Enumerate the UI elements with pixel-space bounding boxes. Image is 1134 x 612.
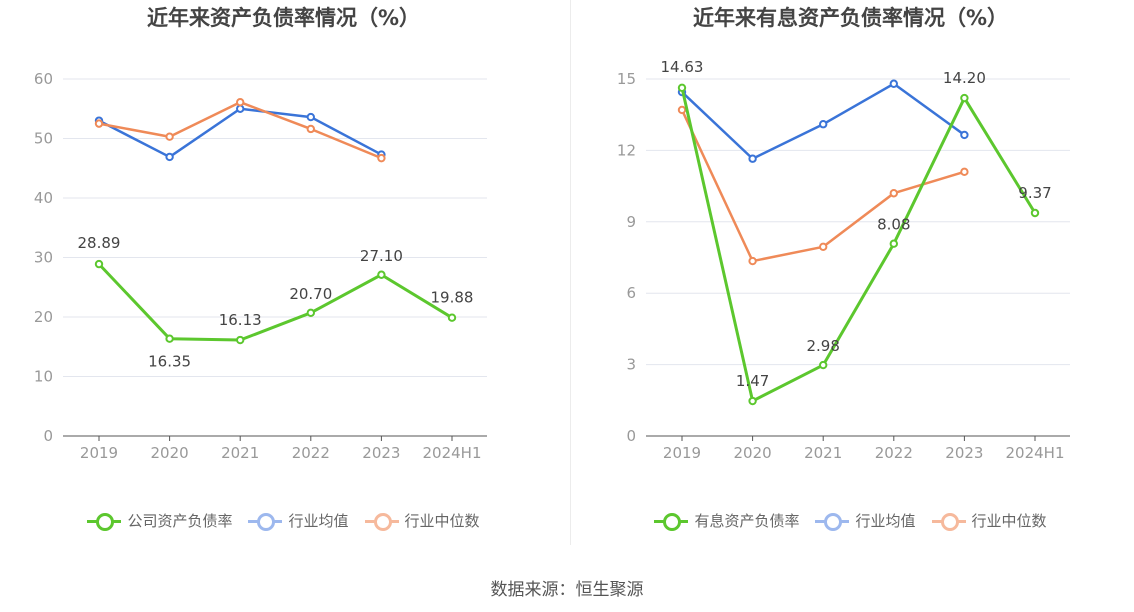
series-line [98,107,382,159]
x-tick-label: 2021 [804,444,842,462]
data-point [306,124,315,134]
chart-title: 近年来有息资产负债率情况（%） [692,6,1009,30]
legend-item-industry-median[interactable]: 行业中位数 [931,510,1047,531]
data-point [677,83,687,93]
data-point [748,154,757,163]
x-tick-label: 2024H1 [1006,444,1065,462]
data-point [236,98,245,107]
legend: 有息资产负债率 行业均值 行业中位数 [567,510,1134,531]
data-label: 28.89 [78,234,121,252]
x-tick-label: 2024H1 [423,444,482,462]
x-tick-label: 2019 [663,444,701,462]
data-point [165,334,174,343]
x-tick-label: 2021 [221,444,259,462]
legend-swatch-icon [815,511,850,531]
data-label: 14.20 [943,69,986,87]
data-point [889,79,898,88]
data-label: 8.08 [877,216,910,234]
data-point [94,259,104,269]
legend-label: 有息资产负债率 [694,512,800,530]
legend-label: 行业中位数 [971,512,1047,530]
data-point [889,239,898,248]
legend-item-industry-mean[interactable]: 行业均值 [815,510,916,531]
data-point [236,335,245,345]
legend-item-industry-median[interactable]: 行业中位数 [364,510,480,531]
data-point [447,313,457,322]
legend-item-company[interactable]: 有息资产负债率 [654,510,799,531]
y-tick-label: 20 [34,308,53,326]
legend-swatch-icon [931,511,966,531]
x-tick-label: 2022 [875,444,913,462]
legend-swatch-icon [248,511,283,531]
data-point [306,308,315,318]
data-label: 27.10 [360,247,403,265]
data-point [819,242,828,251]
y-tick-label: 30 [34,249,53,267]
data-label: 1.47 [736,372,769,390]
data-point [677,105,687,115]
x-tick-label: 2020 [734,444,772,462]
x-tick-label: 2022 [292,444,330,462]
data-label: 9.37 [1018,184,1051,202]
data-point [377,270,386,279]
data-source: 数据来源：恒生聚源 [490,580,644,600]
x-tick-label: 2023 [945,444,983,462]
data-label: 2.98 [806,337,839,355]
y-tick-label: 0 [43,427,53,445]
data-point [377,153,386,163]
data-point [748,396,757,406]
y-tick-label: 40 [34,189,53,207]
legend-label: 行业均值 [855,512,916,530]
y-tick-label: 0 [626,427,636,445]
x-tick-label: 2020 [151,444,189,462]
y-tick-label: 12 [617,141,636,159]
data-point [819,360,828,370]
legend-label: 公司资产负债率 [127,512,233,530]
legend-swatch-icon [654,511,689,531]
data-point [748,256,757,266]
data-label: 14.63 [661,58,704,76]
data-point [960,167,969,177]
data-point [960,130,969,140]
y-tick-label: 3 [626,356,636,374]
interest-bearing-debt-plot: 0 3 6 9 12 15 2019 2020 2021 2022 2023 2024H1 14.63 1… [617,58,1070,462]
data-point [1030,208,1040,218]
legend-swatch-icon [364,511,399,531]
y-tick-label: 15 [617,70,636,88]
chart-title: 近年来资产负债率情况（%） [146,6,421,30]
y-tick-label: 6 [626,284,636,302]
data-point [165,152,174,162]
x-tick-label: 2019 [80,444,118,462]
legend-label: 行业中位数 [404,512,480,530]
data-point [819,120,828,129]
data-label: 19.88 [431,289,474,307]
series-line [680,87,1037,403]
chart-interest-bearing-debt-ratio: 近年来有息资产负债率情况（%） 0 3 6 9 12 15 2019 2020 2021 2022… [567,0,1134,560]
legend-swatch-icon [87,511,122,531]
legend-item-industry-mean[interactable]: 行业均值 [248,510,349,531]
data-point [960,93,969,103]
data-point [94,119,104,128]
data-point [236,104,245,113]
data-point [306,112,315,122]
y-tick-label: 9 [626,213,636,231]
chart-debt-ratio: 近年来资产负债率情况（%） 0 10 20 30 40 50 60 2019 2020 2021 2… [0,0,567,560]
data-label: 16.13 [219,311,262,329]
data-point [165,132,174,141]
data-label: 16.35 [148,353,191,371]
y-tick-label: 10 [34,368,53,386]
y-tick-label: 60 [34,70,53,88]
legend: 公司资产负债率 行业均值 行业中位数 [0,510,567,531]
legend-label: 行业均值 [288,512,349,530]
y-tick-label: 50 [34,130,53,148]
debt-ratio-plot: 0 10 20 30 40 50 60 2019 2020 2021 2022 2023 2024H1 2… [34,70,487,462]
data-point [889,189,898,198]
legend-item-company[interactable]: 公司资产负债率 [87,510,232,531]
data-label: 20.70 [289,285,332,303]
x-tick-label: 2023 [362,444,400,462]
series-line [97,263,453,342]
chart-divider [570,0,571,545]
